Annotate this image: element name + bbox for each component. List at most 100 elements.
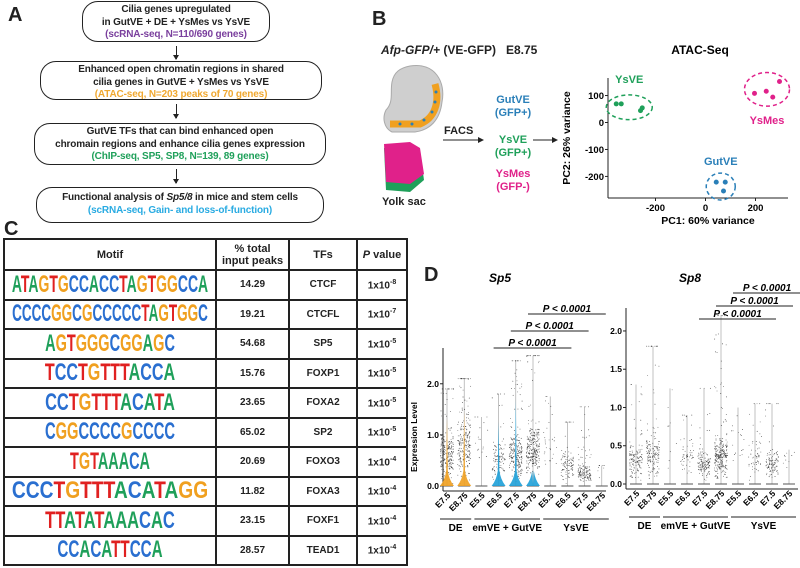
jitter-point (564, 467, 566, 469)
jitter-point (648, 467, 650, 468)
motif-logo: CGGCCCCGCCCC (45, 420, 175, 444)
jitter-point (758, 454, 760, 456)
jitter-point (629, 463, 631, 465)
jitter-point (701, 451, 703, 453)
jitter-point (462, 447, 464, 449)
jitter-point (450, 455, 452, 457)
header-pvalue: P value (356, 238, 408, 271)
nucleotide-C: C (131, 301, 142, 328)
table-row: AGTGGGCGGAGC 54.68 SP5 1x10-5 (3, 328, 408, 360)
jitter-point (442, 478, 444, 480)
jitter-point (535, 450, 537, 451)
jitter-point (528, 460, 530, 461)
jitter-point (754, 467, 756, 469)
jitter-point (500, 393, 501, 395)
jitter-point (755, 444, 757, 446)
jitter-point (544, 439, 546, 441)
jitter-point (544, 441, 546, 443)
jitter-point (462, 378, 464, 380)
jitter-point (492, 449, 494, 450)
category-label: E5.5 (467, 490, 487, 510)
jitter-point (458, 442, 460, 443)
jitter-point (459, 444, 461, 446)
jitter-point (718, 457, 720, 458)
jitter-point (716, 467, 717, 469)
jitter-point (521, 468, 523, 470)
jitter-point (769, 474, 771, 476)
jitter-point (586, 468, 588, 470)
jitter-point (714, 467, 716, 469)
nucleotide-G: G (57, 271, 69, 298)
jitter-point (647, 470, 649, 472)
jitter-point (669, 451, 671, 453)
jitter-point (516, 449, 518, 450)
jitter-point (649, 451, 651, 453)
jitter-point (449, 460, 451, 462)
jitter-point (580, 472, 582, 474)
jitter-point (448, 453, 450, 455)
jitter-point (685, 416, 687, 418)
jitter-point (441, 476, 443, 477)
jitter-point (441, 448, 443, 450)
jitter-point (636, 461, 638, 463)
header-motif: Motif (3, 238, 217, 271)
jitter-point (720, 360, 722, 362)
jitter-point (526, 451, 528, 453)
jitter-point (457, 453, 459, 455)
jitter-point (510, 426, 512, 428)
jitter-point (564, 455, 566, 457)
jitter-point (756, 464, 757, 466)
jitter-point (509, 464, 510, 466)
jitter-point (766, 463, 768, 465)
jitter-point (444, 454, 446, 455)
pvalue-base: 1x10 (367, 456, 390, 468)
jitter-point (503, 438, 504, 440)
jitter-point (503, 469, 505, 471)
jitter-point (786, 452, 788, 454)
jitter-point (568, 473, 570, 475)
jitter-point (448, 463, 450, 465)
jitter-point (512, 450, 514, 452)
jitter-point (444, 404, 446, 405)
jitter-point (512, 461, 514, 463)
jitter-points (748, 403, 762, 481)
jitter-point (633, 454, 635, 456)
jitter-point (722, 462, 723, 464)
jitter-point (468, 457, 470, 459)
jitter-point (584, 466, 586, 468)
jitter-point (653, 461, 655, 463)
step-detail: (ATAC-seq, N=203 peaks of 70 genes) (94, 89, 268, 100)
jitter-point (528, 423, 530, 425)
jitter-point (441, 460, 443, 462)
jitter-points (597, 465, 605, 479)
nucleotide-A: A (139, 448, 150, 475)
jitter-point (492, 478, 494, 480)
jitter-point (468, 417, 470, 419)
jitter-point (650, 450, 652, 452)
jitter-point (517, 461, 519, 463)
jitter-point (718, 455, 720, 457)
jitter-point (468, 450, 470, 451)
jitter-point (768, 452, 770, 453)
jitter-point (467, 448, 469, 450)
jitter-point (654, 456, 656, 458)
jitter-point (667, 467, 669, 469)
jitter-point (648, 475, 650, 477)
nucleotide-A: A (103, 507, 116, 534)
jitter-point (724, 466, 726, 468)
jitter-point (510, 447, 512, 448)
table-row: TTATATAAACAC 23.15 FOXF1 1x10-4 (3, 505, 408, 537)
jitter-point (579, 464, 581, 466)
jitter-point (641, 448, 643, 450)
jitter-point (465, 446, 467, 448)
jitter-point (634, 472, 636, 474)
jitter-point (669, 422, 671, 424)
jitter-point (648, 450, 650, 452)
jitter-point (589, 469, 591, 471)
step-text: cilia genes in GutVE + YsMes vs YsVE (93, 76, 269, 88)
jitter-point (720, 448, 721, 449)
jitter-point (440, 452, 442, 454)
nucleotide-T: T (120, 537, 130, 564)
jitter-point (518, 459, 520, 461)
motif-logo-frame: CCTGTTTACATA (7, 390, 213, 416)
